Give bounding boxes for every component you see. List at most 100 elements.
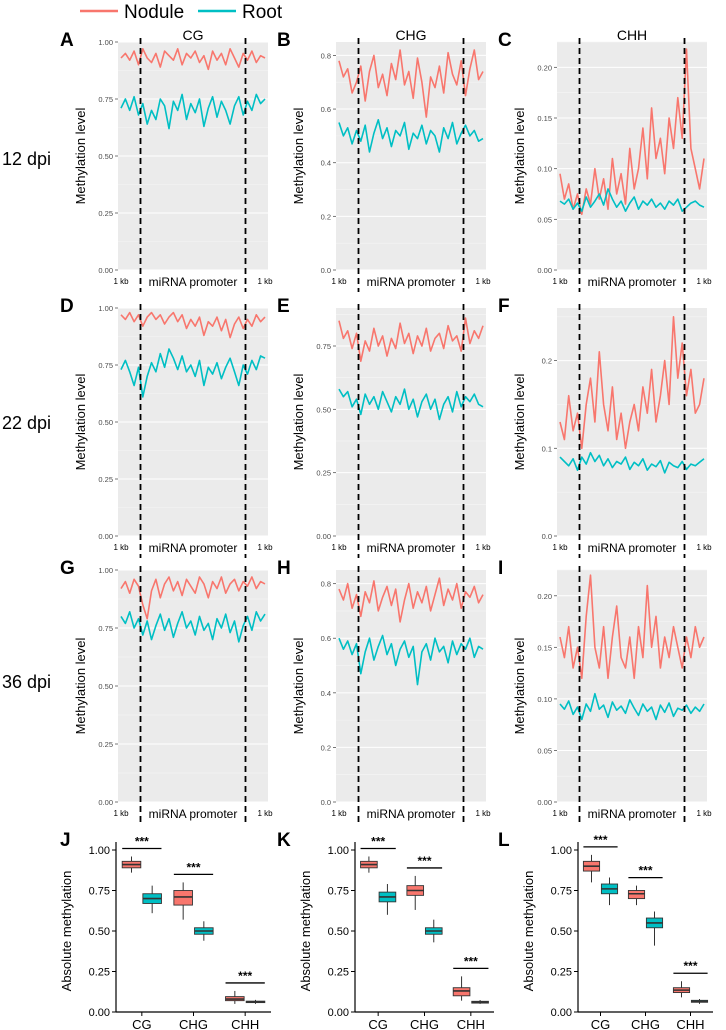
- y-axis-title: Absolute methylation: [59, 871, 74, 992]
- x-right-label: 1 kb: [696, 809, 712, 818]
- panel-h: H 0.0 0.2 0.4 0.6 0.8 1 kb 1 kb miRNA promoter Me…: [277, 558, 491, 824]
- y-axis-title: Methylation level: [512, 373, 527, 470]
- x-axis-title: miRNA promoter: [367, 807, 456, 821]
- y-tick-label: 0.05: [537, 215, 552, 224]
- x-left-label: 1 kb: [552, 809, 568, 818]
- panel-e: E 0.00 0.25 0.50 0.75 1 kb 1 kb miRNA promoter M…: [277, 296, 491, 558]
- panel-k: K 0.00 0.25 0.50 0.75 1.00 CG *** CHG *** CHH *** Ab…: [277, 830, 494, 1030]
- y-tick-label: 0.4: [321, 159, 331, 168]
- x-tick-label: CHG: [179, 1017, 208, 1030]
- x-left-label: 1 kb: [331, 809, 347, 818]
- y-tick-label: 0.75: [89, 886, 110, 898]
- series-line-nodule: [120, 47, 266, 71]
- x-left-label: 1 kb: [552, 543, 568, 552]
- x-tick-label: CHG: [631, 1017, 660, 1030]
- y-tick-label: 0.25: [98, 740, 113, 749]
- x-right-label: 1 kb: [475, 277, 491, 286]
- y-tick-label: 0.25: [98, 209, 113, 218]
- panel-letter: B: [277, 30, 291, 51]
- x-axis-title: miRNA promoter: [149, 807, 238, 821]
- y-tick-label: 0.0: [321, 798, 331, 807]
- y-axis-title: Methylation level: [291, 373, 306, 470]
- y-tick-label: 0.8: [321, 51, 331, 60]
- column-title: CHG: [395, 27, 426, 43]
- y-tick-label: 0.8: [321, 580, 331, 589]
- panel-letter: E: [277, 296, 290, 317]
- y-tick-label: 0.75: [98, 361, 113, 370]
- plot-background: [557, 308, 707, 536]
- y-tick-label: 1.00: [98, 566, 113, 575]
- x-tick-label: CHH: [676, 1017, 704, 1030]
- series-line-nodule: [338, 49, 484, 118]
- x-tick-label: CHG: [410, 1017, 439, 1030]
- y-tick-label: 0.4: [321, 689, 331, 698]
- panel-j: J 0.00 0.25 0.50 0.75 1.00 CG *** CHG *** CHH *** Ab…: [59, 830, 271, 1030]
- y-tick-label: 1.00: [98, 38, 113, 47]
- y-tick-label: 0.00: [551, 1007, 572, 1019]
- y-tick-label: 0.75: [551, 886, 572, 898]
- y-tick-label: 0.1: [542, 444, 552, 453]
- panel-letter: L: [498, 830, 510, 851]
- y-tick-label: 0.75: [98, 624, 113, 633]
- series-line-nodule: [120, 311, 266, 339]
- panel-c: C CHH 0.00 0.05 0.10 0.15 0.20 1 kb 1 kb miRNA pr…: [498, 27, 712, 292]
- y-tick-label: 0.50: [316, 405, 331, 414]
- series-line-nodule: [120, 576, 266, 620]
- y-tick-label: 0.00: [537, 798, 552, 807]
- legend-label-root: Root: [242, 2, 283, 23]
- significance-label: ***: [417, 854, 431, 868]
- y-tick-label: 0.25: [316, 469, 331, 478]
- significance-label: ***: [683, 959, 697, 973]
- x-right-label: 1 kb: [475, 543, 491, 552]
- x-axis-title: miRNA promoter: [588, 807, 677, 821]
- panel-a: A CG 0.00 0.25 0.50 0.75 1.00 1 kb 1 kb miRNA pro…: [60, 27, 273, 292]
- y-tick-label: 0.75: [316, 342, 331, 351]
- x-right-label: 1 kb: [257, 809, 273, 818]
- series-line-root: [120, 93, 266, 130]
- x-right-label: 1 kb: [257, 277, 273, 286]
- y-tick-label: 1.00: [89, 845, 110, 857]
- panel-letter: K: [277, 830, 291, 851]
- series-line-nodule: [338, 317, 484, 363]
- series-line-nodule: [559, 315, 705, 450]
- row-label-36dpi: 36 dpi: [2, 672, 51, 692]
- y-tick-label: 0.20: [537, 592, 552, 601]
- row-label-12dpi: 12 dpi: [2, 149, 51, 169]
- significance-label: ***: [238, 969, 252, 983]
- panel-letter: C: [498, 30, 512, 51]
- row-labels: 12 dpi 22 dpi 36 dpi: [2, 149, 51, 692]
- panel-i: I 0.00 0.05 0.10 0.15 0.20 1 kb 1 kb miRNA promo…: [498, 558, 712, 824]
- x-tick-label: CG: [368, 1017, 388, 1030]
- significance-label: ***: [135, 834, 149, 848]
- y-tick-label: 0.25: [89, 967, 110, 979]
- plot-background: [557, 42, 707, 270]
- x-tick-label: CHH: [457, 1017, 485, 1030]
- y-tick-label: 0.25: [551, 967, 572, 979]
- y-tick-label: 1.00: [328, 845, 349, 857]
- significance-label: ***: [464, 954, 478, 968]
- y-tick-label: 0.00: [98, 266, 113, 275]
- y-tick-label: 0.25: [98, 475, 113, 484]
- x-left-label: 1 kb: [113, 543, 129, 552]
- box-nodule: [173, 890, 193, 906]
- significance-label: ***: [371, 834, 385, 848]
- x-axis-title: miRNA promoter: [588, 275, 677, 289]
- y-axis-title: Methylation level: [73, 107, 88, 204]
- x-left-label: 1 kb: [552, 277, 568, 286]
- y-tick-label: 0.00: [537, 266, 552, 275]
- series-line-root: [559, 451, 705, 474]
- y-axis-title: Methylation level: [73, 637, 88, 734]
- y-tick-label: 0.50: [328, 926, 349, 938]
- x-axis-title: miRNA promoter: [367, 275, 456, 289]
- y-tick-label: 0.00: [89, 1007, 110, 1019]
- y-tick-label: 0.6: [321, 634, 331, 643]
- y-tick-label: 0.0: [542, 532, 552, 541]
- series-line-root: [120, 610, 266, 643]
- y-tick-label: 0.50: [551, 926, 572, 938]
- y-tick-label: 0.2: [321, 212, 331, 221]
- x-axis-title: miRNA promoter: [367, 541, 456, 555]
- panel-letter: F: [498, 296, 510, 317]
- series-line-root: [559, 188, 705, 212]
